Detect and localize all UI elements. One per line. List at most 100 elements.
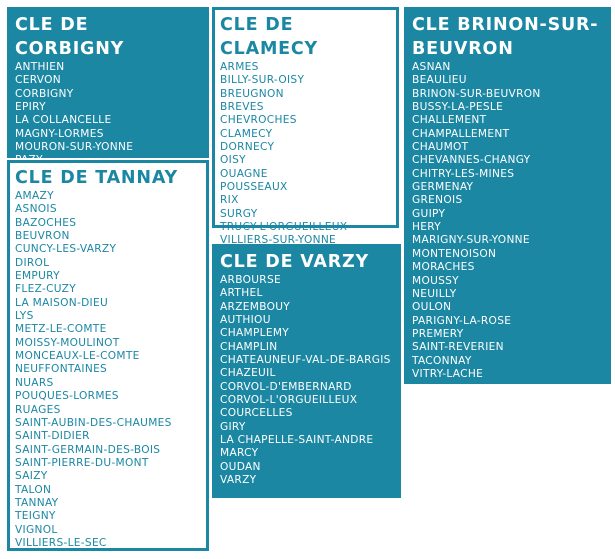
commune: EPIRY bbox=[15, 101, 46, 114]
commune: TRUCY-L'ORGUEILLEUX bbox=[220, 221, 348, 234]
commune: TALON bbox=[15, 483, 52, 496]
commune: BREVES bbox=[220, 101, 264, 114]
commune: TACONNAY bbox=[412, 354, 472, 367]
commune: NEUILLY bbox=[412, 287, 457, 300]
commune: BUSSY-LA-PESLE bbox=[412, 101, 504, 114]
commune: BILLY-SUR-OISY bbox=[220, 74, 305, 87]
box-title: CLE DE CORBIGNY bbox=[15, 15, 125, 59]
commune: ARMES bbox=[220, 61, 259, 73]
commune: CLAMECY bbox=[220, 127, 273, 140]
box: CLE DE CORBIGNY ANTHIEN CERVON CORBIGNY EPIR… bbox=[7, 7, 209, 180]
commune: ASNAN bbox=[412, 61, 451, 73]
box-title: CLE DE VARZY bbox=[220, 252, 369, 272]
commune: NUARS bbox=[15, 376, 54, 389]
commune: BEUVRON bbox=[15, 230, 70, 243]
commune: MARIGNY-SUR-YONNE bbox=[412, 234, 530, 247]
commune: CORBIGNY bbox=[15, 87, 74, 100]
commune: MONTENOISON bbox=[412, 247, 497, 260]
commune: DORNECY bbox=[220, 141, 275, 154]
commune: ANTHIEN bbox=[15, 61, 65, 73]
commune: CHEVROCHES bbox=[220, 114, 297, 127]
commune: TANNAY bbox=[15, 496, 59, 509]
box-title: CLE DE TANNAY bbox=[15, 168, 178, 188]
box: CLE BRINON-SUR-BEUVRON ASNAN BEAULIEU BRINO… bbox=[404, 7, 611, 384]
commune: SAINT-PIERRE-DU-MONT bbox=[15, 456, 149, 469]
commune: VILLIERS-SUR-YONNE bbox=[220, 234, 337, 247]
commune: CHAMPALLEMENT bbox=[412, 127, 510, 140]
commune: CHALLEMENT bbox=[412, 114, 487, 127]
box-title: CLE BRINON-SUR-BEUVRON bbox=[412, 15, 599, 59]
commune: MOISSY-MOULINOT bbox=[15, 336, 120, 349]
commune: AMAZY bbox=[15, 190, 54, 202]
commune: HERY bbox=[412, 221, 442, 234]
commune: OULON bbox=[412, 301, 452, 314]
commune: OISY bbox=[220, 154, 246, 167]
commune: GERMENAY bbox=[412, 181, 474, 194]
commune: BREUGNON bbox=[220, 87, 284, 100]
commune: GUIPY bbox=[412, 207, 446, 220]
commune: SAINT-GERMAIN-DES-BOIS bbox=[15, 443, 161, 456]
commune: CHITRY-LES-MINES bbox=[412, 167, 515, 180]
commune: CHATEAUNEUF-VAL-DE-BARGIS bbox=[220, 354, 391, 367]
commune: CHAZEUIL bbox=[220, 367, 276, 380]
commune: POUQUES-LORMES bbox=[15, 390, 119, 403]
item-list: AMAZY ASNOIS BAZOCHES BEUVRON CUNCY-LES-VARZ… bbox=[15, 190, 202, 550]
commune: LA CHAPELLE-SAINT-ANDRE bbox=[220, 434, 374, 447]
commune: RIX bbox=[220, 194, 239, 207]
box: CLE DE TANNAY AMAZY ASNOIS BAZOCHES BEUVRON C… bbox=[7, 160, 209, 551]
commune: LA COLLANCELLE bbox=[15, 114, 112, 127]
commune: COURCELLES bbox=[220, 407, 293, 420]
commune: VILLIERS-LE-SEC bbox=[15, 536, 107, 549]
commune: PREMERY bbox=[412, 327, 464, 340]
commune: CUNCY-LES-VARZY bbox=[15, 243, 117, 256]
commune: CHAUMOT bbox=[412, 141, 469, 154]
commune: BRINON-SUR-BEUVRON bbox=[412, 87, 541, 100]
commune: SAINT-AUBIN-DES-CHAUMES bbox=[15, 416, 172, 429]
commune: CORVOL-D'EMBERNARD bbox=[220, 380, 352, 393]
commune: MORACHES bbox=[412, 261, 475, 274]
commune: EMPURY bbox=[15, 270, 60, 283]
commune: NEUFFONTAINES bbox=[15, 363, 108, 376]
commune: TEIGNY bbox=[15, 510, 56, 523]
commune: GIRY bbox=[220, 420, 246, 433]
commune: POUSSEAUX bbox=[220, 181, 288, 194]
box-title: CLE DE CLAMECY bbox=[220, 15, 319, 59]
commune: PARIGNY-LA-ROSE bbox=[412, 314, 512, 327]
commune: CHAMPLEMY bbox=[220, 327, 290, 340]
commune: ARTHEL bbox=[220, 287, 263, 300]
box: CLE DE VARZY ARBOURSE ARTHEL ARZEMBOUY AUTHI… bbox=[212, 244, 401, 498]
commune: SAIZY bbox=[15, 470, 48, 483]
commune: SAINT-REVERIEN bbox=[412, 341, 504, 354]
commune: MOUSSY bbox=[412, 274, 459, 287]
commune: GRENOIS bbox=[412, 194, 463, 207]
commune: VITRY-LACHE bbox=[412, 367, 484, 380]
commune: ARBOURSE bbox=[220, 274, 281, 286]
commune: SURGY bbox=[220, 207, 258, 220]
commune: ASNOIS bbox=[15, 203, 57, 216]
commune: AUTHIOU bbox=[220, 314, 271, 327]
commune: OUDAN bbox=[220, 460, 261, 473]
commune: METZ-LE-COMTE bbox=[15, 323, 107, 336]
item-list: ARBOURSE ARTHEL ARZEMBOUY AUTHIOU CHAMPLEMY C… bbox=[220, 274, 394, 488]
commune: VARZY bbox=[220, 474, 257, 487]
item-list: ASNAN BEAULIEU BRINON-SUR-BEUVRON BUSSY-LA-… bbox=[412, 61, 604, 381]
commune: BEAULIEU bbox=[412, 74, 467, 87]
commune: CHAMPLIN bbox=[220, 340, 278, 353]
commune: CERVON bbox=[15, 74, 61, 87]
commune: LYS bbox=[15, 310, 34, 323]
commune: SAINT-DIDIER bbox=[15, 430, 90, 443]
commune: MARCY bbox=[220, 447, 259, 460]
commune: VIGNOL bbox=[15, 523, 58, 536]
commune: LA MAISON-DIEU bbox=[15, 296, 109, 309]
commune: MONCEAUX-LE-COMTE bbox=[15, 350, 140, 363]
commune: BAZOCHES bbox=[15, 216, 77, 229]
commune: ARZEMBOUY bbox=[220, 300, 291, 313]
commune: RUAGES bbox=[15, 403, 61, 416]
item-list: ARMES BILLY-SUR-OISY BREUGNON BREVES CHEVROC… bbox=[220, 61, 392, 248]
box: CLE DE CLAMECY ARMES BILLY-SUR-OISY BREUGNO… bbox=[212, 7, 399, 246]
commune: MAGNY-LORMES bbox=[15, 127, 104, 140]
commune: FLEZ-CUZY bbox=[15, 283, 76, 296]
commune: MOURON-SUR-YONNE bbox=[15, 141, 134, 154]
commune: CORVOL-L'ORGUEILLEUX bbox=[220, 394, 358, 407]
